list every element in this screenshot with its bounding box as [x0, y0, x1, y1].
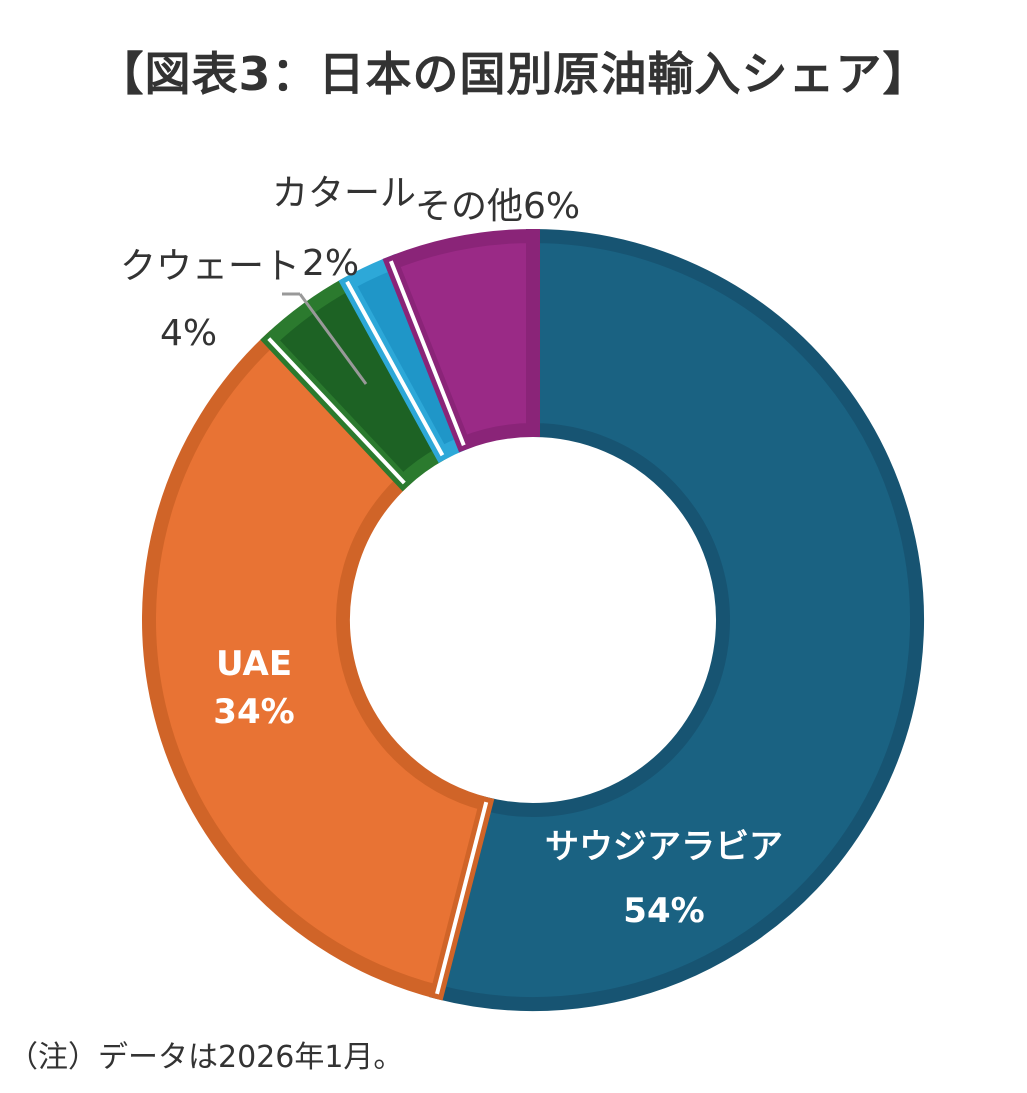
saudi-name-label: サウジアラビア — [545, 827, 783, 867]
kuwait-leader-line-diag — [298, 293, 368, 385]
donut-slices — [142, 228, 924, 1011]
uae-name-label: UAE — [216, 644, 292, 684]
slice-separator-2 — [267, 337, 406, 485]
slice-0 — [428, 228, 924, 1011]
uae-pct-label: 34% — [213, 692, 294, 732]
saudi-pct-label: 54% — [623, 891, 704, 931]
footnote: （注）データは2026年1月。 — [8, 1040, 404, 1075]
slice-separator-3 — [345, 280, 445, 457]
other-label: その他6% — [415, 186, 580, 227]
chart-title: 【図表3：日本の国別原油輸入シェア】 — [97, 47, 930, 101]
kuwait-pct-label: 4% — [160, 313, 217, 354]
qatar-name-label: カタール — [272, 173, 416, 214]
slice-1 — [142, 330, 495, 1001]
slice-4 — [382, 228, 540, 453]
slice-separator-1 — [435, 801, 489, 995]
qatar-pct-label: 2% — [302, 243, 359, 284]
kuwait-name-label: クウェート — [120, 246, 300, 287]
slice-separator-4 — [389, 260, 466, 446]
